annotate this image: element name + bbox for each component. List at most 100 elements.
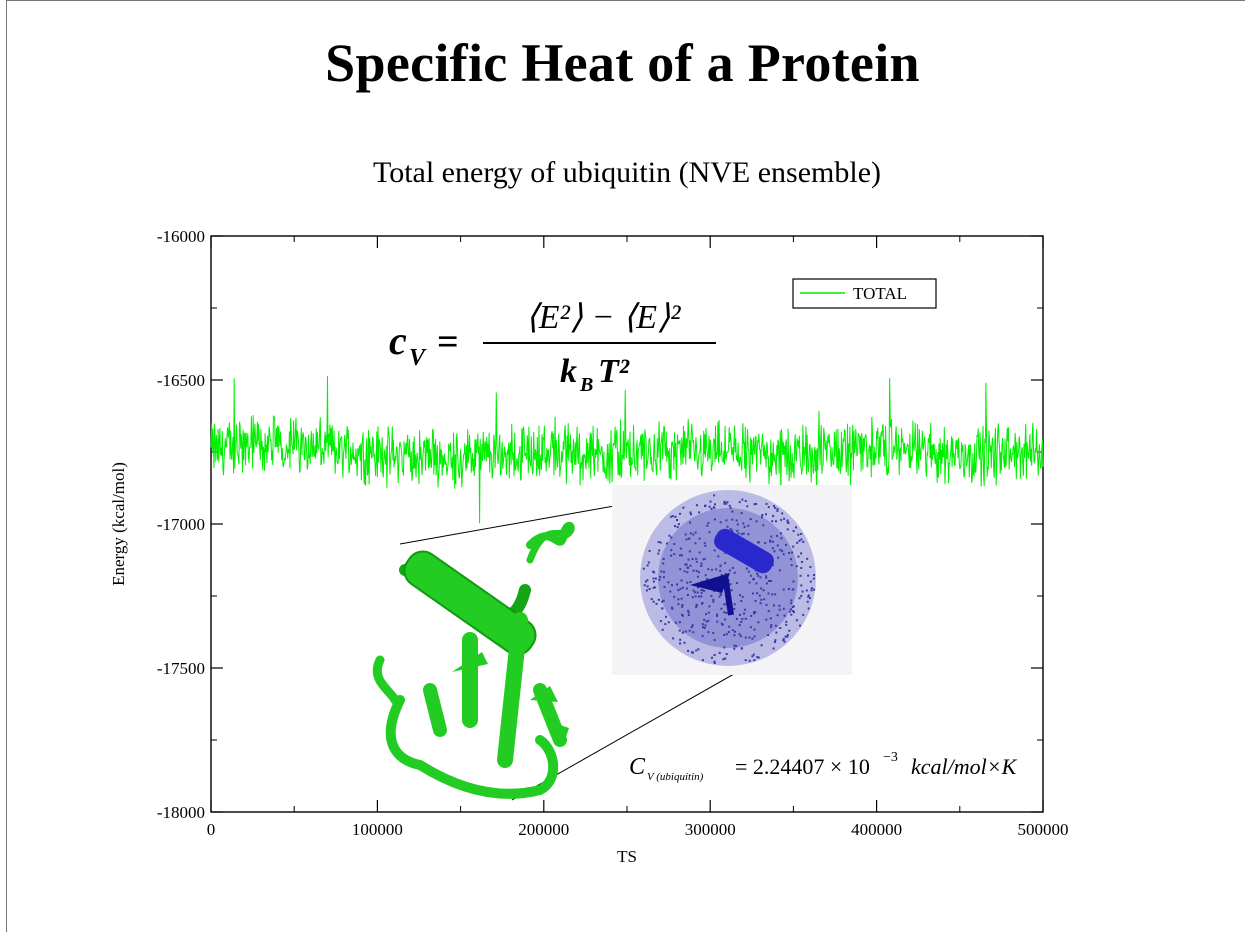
water-molecule bbox=[778, 569, 781, 572]
cv-denominator-k: k bbox=[560, 353, 577, 390]
water-molecule bbox=[784, 635, 787, 638]
cv-result-exponent: −3 bbox=[883, 750, 898, 765]
water-molecule bbox=[698, 595, 701, 598]
water-molecule bbox=[758, 594, 761, 597]
water-molecule bbox=[704, 544, 707, 547]
water-molecule bbox=[767, 610, 770, 613]
x-axis-label: TS bbox=[617, 847, 637, 866]
water-molecule bbox=[767, 592, 770, 595]
water-molecule bbox=[713, 639, 716, 641]
water-molecule bbox=[728, 504, 731, 507]
water-molecule bbox=[765, 575, 767, 578]
water-molecule bbox=[762, 589, 765, 592]
water-molecule bbox=[692, 569, 695, 572]
water-molecule bbox=[657, 552, 660, 555]
water-molecule bbox=[720, 593, 723, 596]
water-molecule bbox=[678, 621, 681, 624]
water-molecule bbox=[674, 621, 677, 624]
water-molecule bbox=[697, 648, 700, 651]
water-molecule bbox=[741, 595, 744, 598]
water-molecule bbox=[750, 614, 753, 617]
water-molecule bbox=[801, 590, 804, 593]
water-molecule bbox=[730, 589, 733, 592]
water-molecule bbox=[723, 500, 726, 503]
water-molecule bbox=[744, 617, 747, 620]
water-molecule bbox=[797, 555, 800, 558]
water-molecule bbox=[765, 513, 767, 516]
water-molecule bbox=[670, 536, 673, 539]
water-molecule bbox=[687, 609, 690, 612]
water-molecule bbox=[707, 522, 710, 525]
water-molecule bbox=[659, 541, 662, 544]
water-molecule bbox=[731, 529, 734, 532]
water-molecule bbox=[755, 582, 758, 585]
water-molecule bbox=[800, 552, 803, 555]
water-molecule bbox=[658, 578, 661, 581]
water-molecule bbox=[704, 504, 707, 507]
water-molecule bbox=[772, 647, 775, 650]
water-molecule bbox=[687, 611, 690, 614]
water-molecule bbox=[696, 575, 699, 578]
water-molecule bbox=[676, 526, 679, 529]
water-molecule bbox=[679, 512, 681, 515]
water-molecule bbox=[721, 623, 724, 626]
water-molecule bbox=[810, 587, 813, 590]
water-molecule bbox=[805, 589, 808, 592]
water-molecule bbox=[748, 636, 751, 639]
water-molecule bbox=[725, 612, 728, 614]
water-molecule bbox=[774, 624, 777, 627]
water-molecule bbox=[686, 594, 689, 596]
water-molecule bbox=[787, 588, 790, 590]
water-molecule bbox=[645, 589, 648, 592]
water-molecule bbox=[653, 571, 656, 574]
water-molecule bbox=[691, 624, 694, 627]
water-molecule bbox=[799, 624, 801, 627]
x-tick-label: 500000 bbox=[1018, 820, 1069, 839]
water-molecule bbox=[757, 656, 760, 659]
water-molecule bbox=[751, 655, 754, 658]
water-molecule bbox=[686, 587, 688, 590]
water-molecule bbox=[707, 631, 710, 633]
water-molecule bbox=[670, 515, 673, 518]
water-molecule bbox=[763, 598, 766, 601]
water-molecule bbox=[705, 613, 707, 616]
x-tick-label: 400000 bbox=[851, 820, 902, 839]
water-molecule bbox=[765, 603, 768, 606]
x-tick-label: 100000 bbox=[352, 820, 403, 839]
water-molecule bbox=[713, 494, 716, 497]
water-molecule bbox=[647, 561, 650, 564]
water-molecule bbox=[711, 656, 713, 659]
water-molecule bbox=[696, 591, 699, 594]
cv-result-symbol: C bbox=[629, 754, 646, 780]
water-molecule bbox=[700, 565, 703, 567]
water-molecule bbox=[662, 599, 665, 602]
water-molecule bbox=[702, 626, 704, 629]
water-molecule bbox=[701, 589, 704, 592]
water-molecule bbox=[679, 554, 681, 557]
water-molecule bbox=[735, 582, 738, 584]
water-molecule bbox=[679, 587, 682, 590]
water-molecule bbox=[785, 620, 788, 623]
water-molecule bbox=[680, 597, 683, 600]
water-molecule bbox=[694, 531, 697, 534]
water-molecule bbox=[741, 498, 744, 501]
water-molecule bbox=[667, 621, 670, 624]
water-molecule bbox=[725, 519, 728, 522]
water-molecule bbox=[778, 608, 781, 611]
water-molecule bbox=[800, 584, 803, 587]
water-molecule bbox=[790, 608, 792, 611]
series-line-total bbox=[210, 376, 1044, 524]
water-molecule bbox=[724, 657, 727, 660]
water-molecule bbox=[720, 573, 723, 576]
water-molecule bbox=[652, 580, 655, 583]
water-molecule bbox=[747, 570, 750, 573]
water-molecule bbox=[713, 549, 716, 552]
x-tick-label: 300000 bbox=[685, 820, 736, 839]
water-molecule bbox=[673, 553, 676, 556]
water-molecule bbox=[783, 517, 786, 520]
water-molecule bbox=[648, 550, 651, 552]
solvated-ubiquitin-image bbox=[612, 485, 852, 675]
water-molecule bbox=[731, 518, 734, 521]
water-molecule bbox=[703, 626, 706, 629]
water-molecule bbox=[776, 614, 779, 617]
